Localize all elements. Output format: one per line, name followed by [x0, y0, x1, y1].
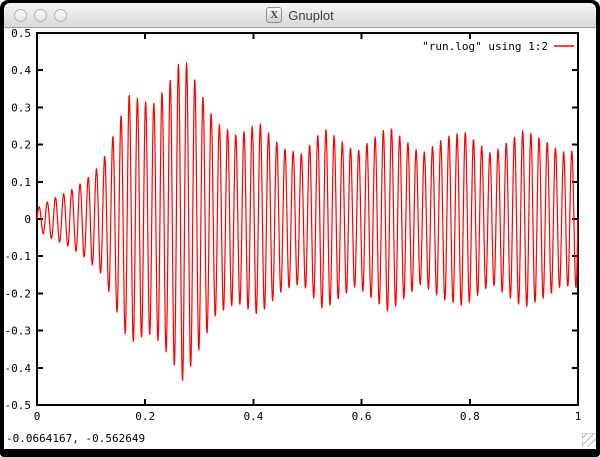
resize-grip[interactable]	[582, 433, 596, 447]
y-tick-label: 0.5	[11, 28, 31, 40]
x-tick-label: 0.2	[135, 410, 155, 423]
x11-app-icon: X	[266, 7, 283, 23]
x-tick-label: 1	[575, 410, 582, 423]
y-tick-label: -0.3	[5, 325, 32, 338]
window-controls	[14, 3, 67, 28]
zoom-button[interactable]	[54, 9, 67, 22]
y-tick-label: 0.4	[11, 64, 31, 77]
x-tick-label: 0.8	[460, 410, 480, 423]
y-tick-label: -0.5	[5, 399, 32, 412]
legend-label: "run.log" using 1:2	[422, 40, 548, 53]
titlebar[interactable]: X Gnuplot	[4, 3, 596, 28]
window-title: Gnuplot	[288, 7, 334, 23]
title-area: X Gnuplot	[4, 3, 596, 28]
y-tick-label: -0.4	[5, 362, 32, 375]
y-tick-label: 0	[24, 213, 31, 226]
x-tick-label: 0.6	[352, 410, 372, 423]
minimize-button[interactable]	[34, 9, 47, 22]
y-tick-label: -0.2	[5, 287, 32, 300]
mouse-coordinates-readout: -0.0664167, -0.562649	[6, 432, 146, 445]
plot-canvas[interactable]: 0.50.40.30.20.10-0.1-0.2-0.3-0.4-0.50 0.2…	[4, 28, 596, 449]
y-tick-label: 0.3	[11, 101, 31, 114]
axis-ticks: 0.50.40.30.20.10-0.1-0.2-0.3-0.4-0.50 0.2…	[5, 28, 582, 423]
y-tick-label: -0.1	[5, 250, 32, 263]
y-tick-label: 0.1	[11, 176, 31, 189]
x-tick-label: 0	[34, 410, 41, 423]
close-button[interactable]	[14, 9, 27, 22]
legend: "run.log" using 1:2	[422, 40, 574, 53]
waveform-series	[36, 61, 579, 381]
y-tick-label: 0.2	[11, 139, 31, 152]
x-tick-label: 0.4	[243, 410, 263, 423]
plot-canvas-area: 0.5 0.4 0.3 0.2 0.1 0 -0.1 -0.2 -0.3 -0.4 -0.5 0 0.2…	[4, 28, 596, 449]
